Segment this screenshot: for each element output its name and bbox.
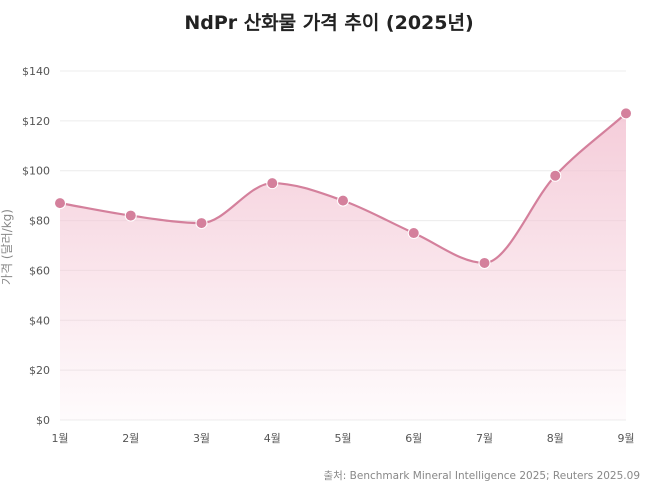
x-tick-label: 9월 <box>617 432 634 445</box>
data-point[interactable] <box>549 169 562 182</box>
chart-title: NdPr 산화물 가격 추이 (2025년) <box>184 12 474 34</box>
data-point[interactable] <box>124 209 137 222</box>
y-axis-ticks: $0 $20 $40 $60 $80 $100 $120 $140 <box>22 65 50 427</box>
y-tick-label: $120 <box>22 115 50 128</box>
area-fill <box>60 113 626 420</box>
data-point[interactable] <box>195 217 208 230</box>
x-tick-label: 2월 <box>122 432 139 445</box>
data-point[interactable] <box>620 107 632 120</box>
y-tick-label: $80 <box>29 215 50 228</box>
data-point[interactable] <box>54 197 66 210</box>
x-tick-label: 3월 <box>193 432 210 445</box>
y-tick-label: $0 <box>36 414 50 427</box>
x-tick-label: 5월 <box>334 432 351 445</box>
x-tick-label: 8월 <box>547 432 564 445</box>
y-axis-label: 가격 (달러/kg) <box>0 209 14 285</box>
x-tick-label: 4월 <box>264 432 281 445</box>
y-tick-label: $140 <box>22 65 50 78</box>
data-point[interactable] <box>407 227 420 240</box>
y-tick-label: $60 <box>29 264 50 277</box>
y-tick-label: $20 <box>29 364 50 377</box>
data-point[interactable] <box>337 194 349 207</box>
x-tick-label: 7월 <box>476 432 493 445</box>
x-axis-ticks: 1월 2월 3월 4월 5월 6월 7월 8월 9월 <box>51 432 634 445</box>
y-tick-label: $40 <box>29 314 50 327</box>
x-tick-label: 1월 <box>51 432 68 445</box>
data-point[interactable] <box>478 256 491 269</box>
y-tick-label: $100 <box>22 165 50 178</box>
source-note: 출처: Benchmark Mineral Intelligence 2025;… <box>323 470 640 482</box>
data-points <box>54 107 632 269</box>
x-tick-label: 6월 <box>405 432 422 445</box>
data-point[interactable] <box>266 177 279 190</box>
